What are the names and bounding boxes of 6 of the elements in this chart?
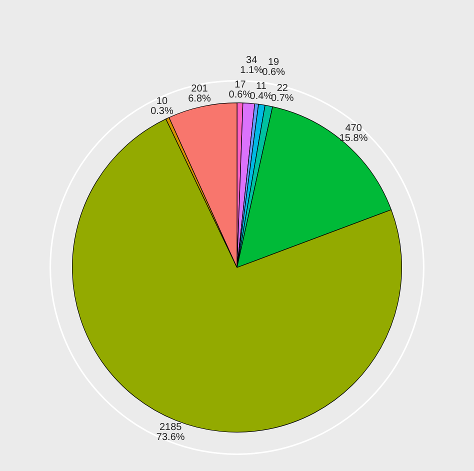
- data-label: 2185 73.6%: [156, 422, 185, 444]
- data-label: 201 6.8%: [188, 84, 211, 105]
- data-label: 10 0.3%: [150, 96, 174, 118]
- data-label: 34 1.1%: [240, 55, 264, 76]
- data-label: 19 0.6%: [262, 56, 286, 78]
- data-label: 470 15.8%: [339, 123, 368, 144]
